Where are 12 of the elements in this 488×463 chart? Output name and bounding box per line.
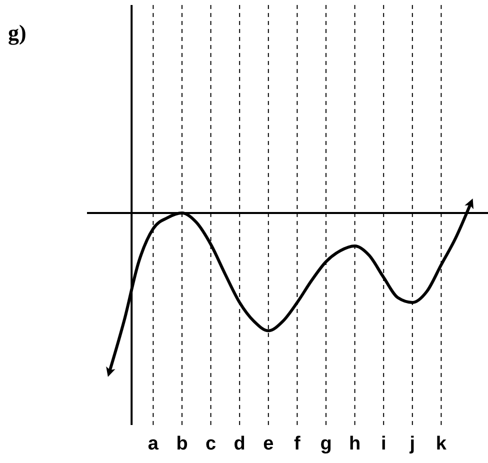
x-tick-label: f <box>294 433 302 454</box>
chart-title: g) <box>8 20 26 45</box>
x-tick-label: j <box>408 433 416 454</box>
x-tick-label: d <box>234 433 246 454</box>
x-tick-label: e <box>263 433 274 454</box>
x-tick-label: b <box>176 433 188 454</box>
x-tick-label: i <box>380 433 386 454</box>
x-tick-label: a <box>148 433 159 454</box>
x-tick-label: h <box>348 433 361 454</box>
x-tick-label: k <box>436 433 447 454</box>
x-tick-label: g <box>320 433 332 454</box>
x-tick-label: c <box>206 433 217 454</box>
